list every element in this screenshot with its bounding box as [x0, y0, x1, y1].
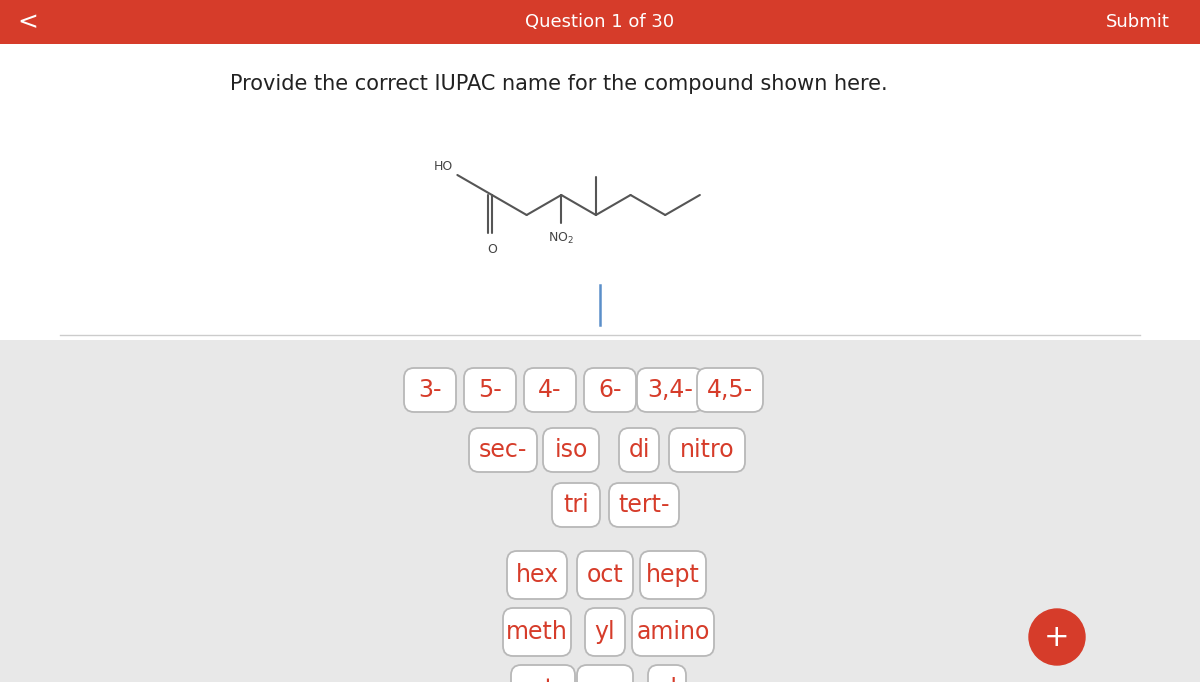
Text: tert-: tert-: [618, 493, 670, 517]
Circle shape: [1030, 609, 1085, 665]
Text: yl: yl: [595, 620, 616, 644]
Text: HO: HO: [434, 160, 454, 173]
FancyBboxPatch shape: [584, 368, 636, 412]
FancyBboxPatch shape: [610, 483, 679, 527]
Text: +: +: [1044, 623, 1070, 651]
Text: one: one: [583, 677, 626, 682]
Text: 4,5-: 4,5-: [707, 378, 754, 402]
Text: hex: hex: [516, 563, 558, 587]
Bar: [0, 340, 1200, 682]
FancyBboxPatch shape: [542, 428, 599, 472]
Bar: [0, 44, 1200, 340]
FancyBboxPatch shape: [648, 665, 686, 682]
Text: iso: iso: [554, 438, 588, 462]
Text: <: <: [18, 10, 38, 34]
FancyBboxPatch shape: [697, 368, 763, 412]
Text: amino: amino: [636, 620, 709, 644]
Text: 6-: 6-: [599, 378, 622, 402]
Text: 5-: 5-: [478, 378, 502, 402]
FancyBboxPatch shape: [404, 368, 456, 412]
FancyBboxPatch shape: [637, 368, 703, 412]
Text: nitro: nitro: [679, 438, 734, 462]
FancyBboxPatch shape: [469, 428, 538, 472]
Text: 4-: 4-: [539, 378, 562, 402]
Text: meth: meth: [506, 620, 568, 644]
Text: NO$_2$: NO$_2$: [548, 231, 575, 246]
FancyBboxPatch shape: [511, 665, 575, 682]
Text: Question 1 of 30: Question 1 of 30: [526, 13, 674, 31]
Text: tri: tri: [563, 493, 589, 517]
Text: oct: oct: [587, 563, 623, 587]
Text: oate: oate: [517, 677, 569, 682]
Text: hept: hept: [646, 563, 700, 587]
FancyBboxPatch shape: [464, 368, 516, 412]
FancyBboxPatch shape: [670, 428, 745, 472]
Bar: [0, 0, 1200, 44]
Text: 3,4-: 3,4-: [647, 378, 692, 402]
Text: Provide the correct IUPAC name for the compound shown here.: Provide the correct IUPAC name for the c…: [230, 74, 888, 94]
Text: di: di: [629, 438, 649, 462]
FancyBboxPatch shape: [524, 368, 576, 412]
Text: O: O: [487, 243, 497, 256]
FancyBboxPatch shape: [503, 608, 571, 656]
FancyBboxPatch shape: [508, 551, 568, 599]
FancyBboxPatch shape: [586, 608, 625, 656]
Text: 3-: 3-: [419, 378, 442, 402]
FancyBboxPatch shape: [552, 483, 600, 527]
FancyBboxPatch shape: [632, 608, 714, 656]
Text: al: al: [656, 677, 678, 682]
FancyBboxPatch shape: [640, 551, 706, 599]
FancyBboxPatch shape: [577, 665, 634, 682]
Text: Submit: Submit: [1106, 13, 1170, 31]
FancyBboxPatch shape: [619, 428, 659, 472]
FancyBboxPatch shape: [577, 551, 634, 599]
Text: sec-: sec-: [479, 438, 527, 462]
